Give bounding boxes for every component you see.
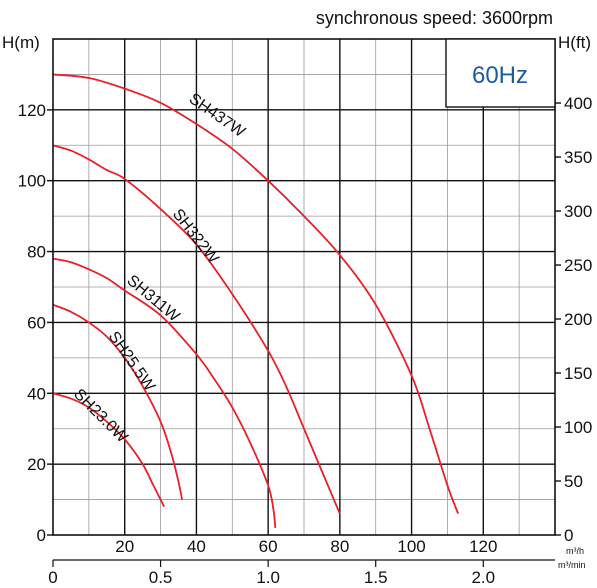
x-mh-tick-label: 120 xyxy=(469,537,497,556)
curve-sh311w xyxy=(52,257,277,529)
x-mh-tick-label: 80 xyxy=(330,537,349,556)
badge-box xyxy=(445,38,556,108)
right-tick-label: 350 xyxy=(564,148,592,167)
x-min-tick-label: 0 xyxy=(48,568,57,587)
major-gridlines xyxy=(53,39,555,535)
pump-curves xyxy=(52,73,460,529)
left-tick-label: 100 xyxy=(18,172,46,191)
x-min-tick-label: 0.5 xyxy=(149,568,173,587)
chart-title: synchronous speed: 3600rpm xyxy=(315,8,553,28)
left-tick-label: 120 xyxy=(18,101,46,120)
x-mh-tick-label: 40 xyxy=(187,537,206,556)
x-min-tick-label: 2.0 xyxy=(471,568,495,587)
curve-sh25-5w xyxy=(52,303,183,500)
right-tick-label: 100 xyxy=(564,418,592,437)
left-tick-label: 0 xyxy=(37,526,46,545)
right-tick-label: 300 xyxy=(564,202,592,221)
x-mh-unit: m³/h xyxy=(566,546,584,556)
left-axis-label: H(m) xyxy=(2,33,40,52)
tick-labels: 020406080100120H(m)050100150200250300350… xyxy=(2,33,592,587)
right-tick-label: 0 xyxy=(564,526,573,545)
right-tick-label: 400 xyxy=(564,94,592,113)
axes xyxy=(47,38,561,567)
badge-label: 60Hz xyxy=(472,62,528,89)
right-tick-label: 50 xyxy=(564,472,583,491)
left-tick-label: 40 xyxy=(27,384,46,403)
curve-label-sh23-0w: SH23.0W xyxy=(70,386,131,447)
right-tick-label: 200 xyxy=(564,310,592,329)
plot-frame xyxy=(52,38,556,536)
x-mh-tick-label: 60 xyxy=(259,537,278,556)
right-tick-label: 150 xyxy=(564,364,592,383)
curve-label-sh437w: SH437W xyxy=(186,90,249,141)
frequency-badge: 60Hz xyxy=(445,38,556,108)
curve-label-sh311w: SH311W xyxy=(123,272,183,326)
x-mh-tick-label: 20 xyxy=(115,537,134,556)
x-mh-tick-label: 100 xyxy=(397,537,425,556)
x-min-unit: m³/min xyxy=(558,560,586,570)
left-tick-label: 20 xyxy=(27,455,46,474)
x-min-tick-label: 1.0 xyxy=(256,568,280,587)
x-min-tick-label: 1.5 xyxy=(364,568,388,587)
curve-sh23-0w xyxy=(52,392,165,508)
curve-label-sh322w: SH322W xyxy=(169,206,222,268)
curve-sh322w xyxy=(52,144,341,515)
curve-label-sh25-5w: SH25.5W xyxy=(105,329,159,396)
right-tick-label: 250 xyxy=(564,256,592,275)
curve-sh437w xyxy=(52,73,460,515)
left-tick-label: 80 xyxy=(27,243,46,262)
right-axis-label: H(ft) xyxy=(558,33,591,52)
left-tick-label: 60 xyxy=(27,313,46,332)
